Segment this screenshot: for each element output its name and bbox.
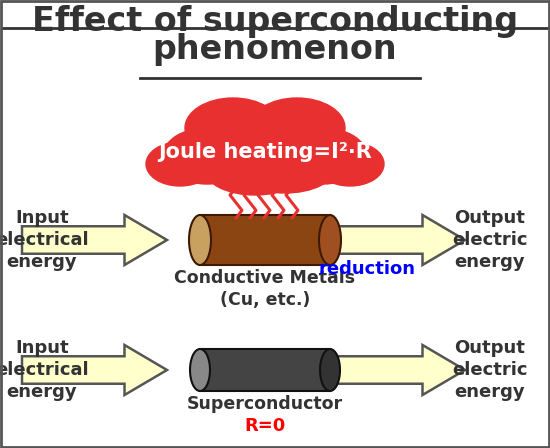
Ellipse shape — [190, 349, 210, 391]
Text: phenomenon: phenomenon — [153, 33, 397, 66]
Text: Superconductor: Superconductor — [187, 395, 343, 413]
FancyArrow shape — [320, 345, 465, 395]
Ellipse shape — [316, 142, 384, 186]
Text: Joule heating=I²·R: Joule heating=I²·R — [158, 142, 372, 162]
Bar — [200, 349, 330, 391]
Ellipse shape — [205, 145, 305, 195]
Ellipse shape — [279, 128, 367, 184]
Ellipse shape — [249, 98, 345, 158]
Text: Input
electrical
energy: Input electrical energy — [0, 339, 89, 401]
Text: Output
electric
energy: Output electric energy — [452, 339, 528, 401]
Ellipse shape — [235, 143, 335, 193]
Text: reduction: reduction — [318, 260, 415, 278]
Bar — [200, 215, 330, 265]
Text: R=0: R=0 — [244, 417, 285, 435]
Ellipse shape — [185, 98, 281, 158]
FancyArrow shape — [22, 345, 167, 395]
Ellipse shape — [163, 128, 251, 184]
FancyArrow shape — [22, 215, 167, 265]
Text: Output
electric
energy: Output electric energy — [452, 209, 528, 271]
Ellipse shape — [193, 112, 337, 184]
Ellipse shape — [146, 142, 214, 186]
Text: Conductive Metals
(Cu, etc.): Conductive Metals (Cu, etc.) — [174, 269, 355, 309]
Ellipse shape — [319, 215, 341, 265]
Ellipse shape — [189, 215, 211, 265]
Ellipse shape — [320, 349, 340, 391]
Text: Input
electrical
energy: Input electrical energy — [0, 209, 89, 271]
FancyArrow shape — [320, 215, 465, 265]
Text: Effect of superconducting: Effect of superconducting — [32, 5, 518, 38]
